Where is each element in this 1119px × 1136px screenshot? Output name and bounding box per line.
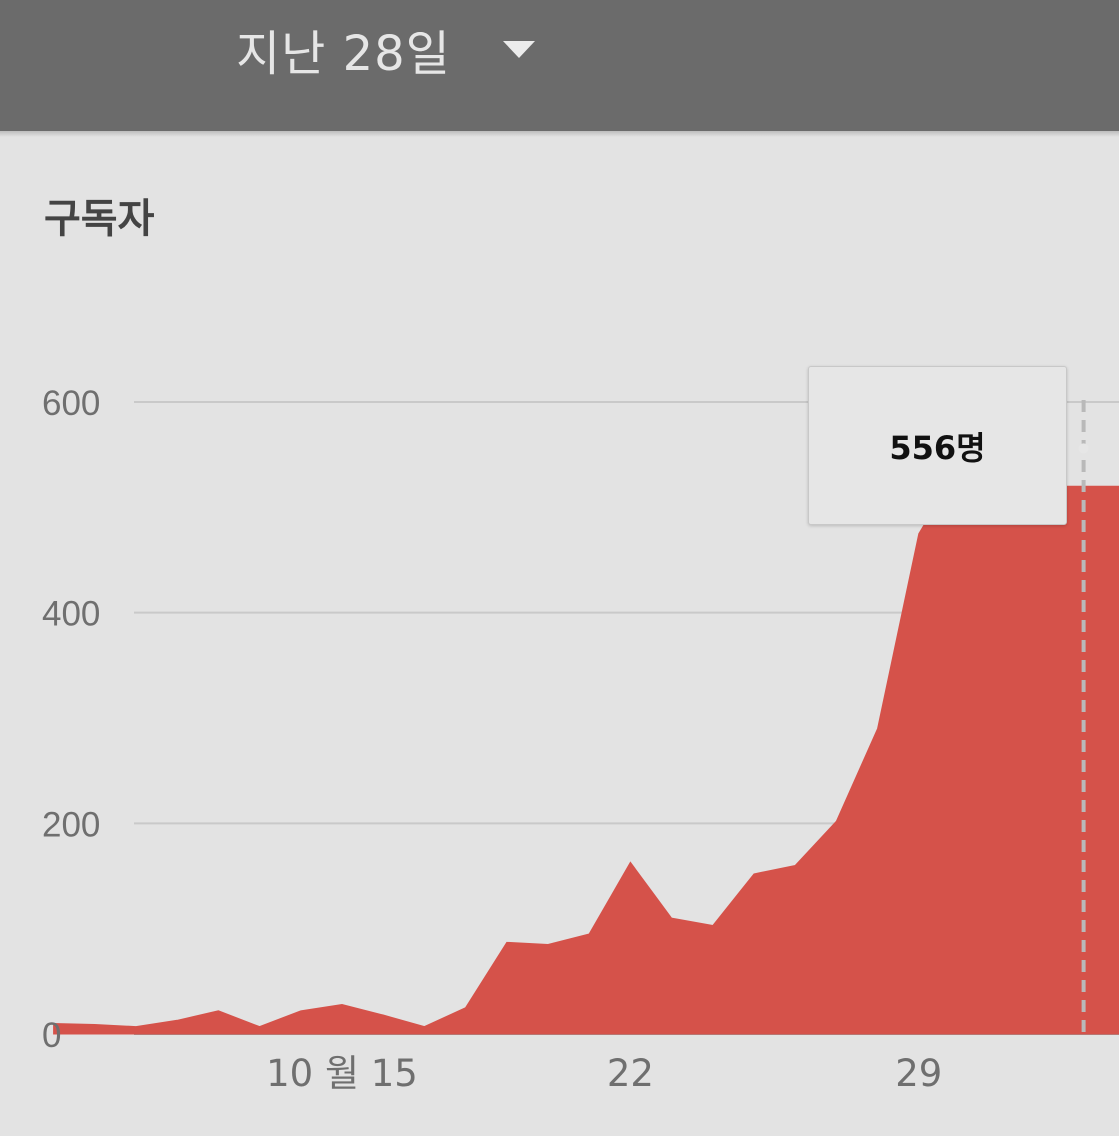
- chevron-down-icon[interactable]: [502, 40, 535, 58]
- y-tick-label: 600: [42, 384, 100, 423]
- y-tick-label: 400: [42, 595, 100, 634]
- area-series: [53, 447, 1119, 1035]
- tooltip-value: 556명: [889, 429, 986, 467]
- y-tick-label: 0: [42, 1016, 61, 1055]
- x-tick-label: 22: [607, 1052, 654, 1095]
- x-tick-label: 29: [895, 1052, 942, 1095]
- chart-title: 구독자: [44, 196, 155, 242]
- y-tick-label: 200: [42, 805, 100, 844]
- x-tick-label: 10 월 15: [266, 1052, 418, 1095]
- highlight-marker: [1078, 400, 1089, 1034]
- period-dropdown[interactable]: 지난 28일: [236, 14, 535, 84]
- tooltip: 556명: [808, 366, 1067, 525]
- highlight-point: [1078, 443, 1089, 454]
- y-axis-ticks: 0 200 400 600: [42, 384, 100, 1055]
- x-axis-ticks: 10 월 15 22 29: [266, 1052, 942, 1095]
- header-shadow: [0, 131, 1119, 137]
- area-fill: [53, 447, 1119, 1035]
- period-label: 지난 28일: [236, 26, 451, 82]
- top-bar: 지난 28일: [0, 0, 1119, 131]
